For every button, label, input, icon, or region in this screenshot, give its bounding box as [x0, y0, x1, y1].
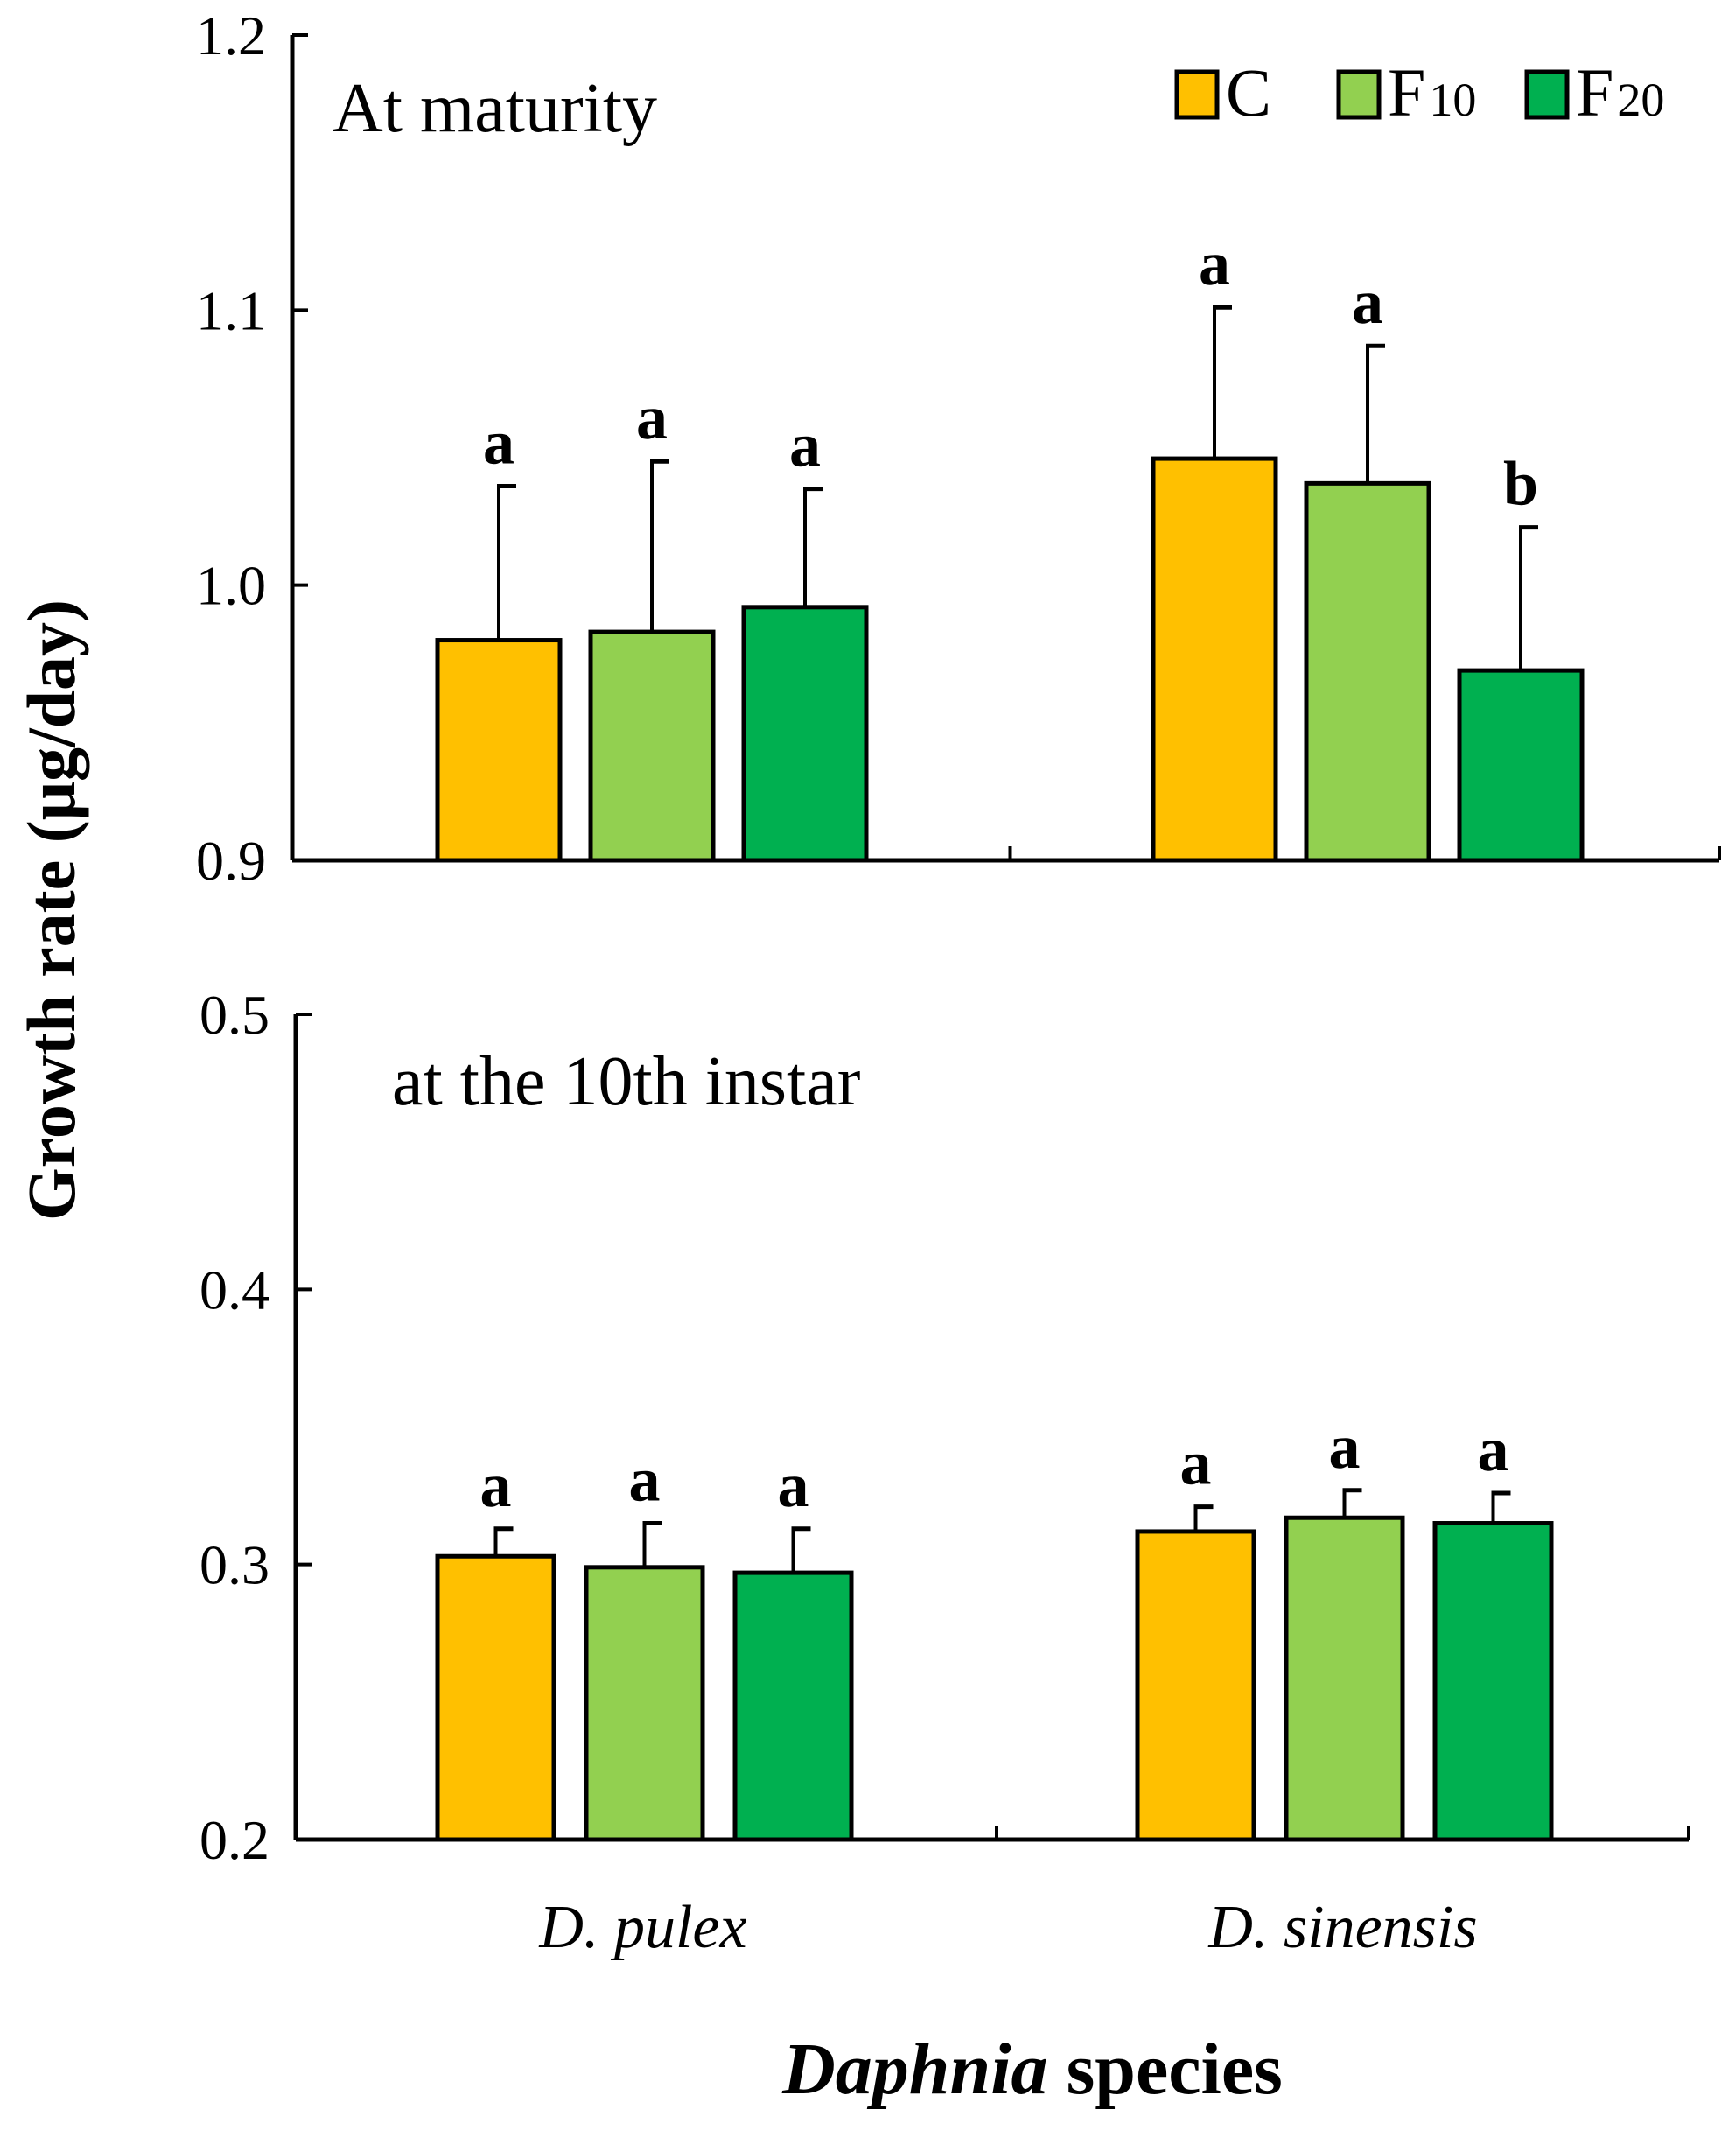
significance-letter: a	[778, 1450, 809, 1520]
significance-letter: b	[1503, 449, 1538, 519]
significance-letter: a	[1199, 228, 1230, 298]
y-tick-label: 0.5	[200, 984, 270, 1046]
y-tick-label: 0.9	[196, 830, 266, 892]
y-axis-title: Growth rate (μg/day)	[13, 599, 89, 1221]
panel-title-instar: at the 10th instar	[392, 1043, 860, 1120]
bar-c	[435, 638, 563, 863]
x-axis-title-italic: Daphnia	[781, 2029, 1047, 2110]
bar-f20	[1457, 668, 1585, 863]
legend-label-f20: F20	[1576, 54, 1664, 130]
significance-letter: a	[789, 410, 821, 480]
x-axis-title-rest: species	[1048, 2029, 1283, 2110]
legend-swatch-f20	[1524, 69, 1570, 120]
significance-letter: a	[1180, 1428, 1212, 1498]
y-tick-label: 0.2	[200, 1809, 270, 1871]
legend-label-c: C	[1226, 54, 1271, 130]
legend: C F10 F20	[1174, 54, 1664, 130]
legend-label-f10: F10	[1388, 54, 1476, 130]
bar-f20	[732, 1570, 854, 1842]
bar-f10	[1304, 480, 1432, 863]
bar-c	[435, 1553, 556, 1842]
y-tick-label: 1.2	[196, 4, 266, 67]
bar-c	[1135, 1529, 1256, 1842]
legend-swatch-c	[1174, 69, 1220, 120]
y-tick-label: 0.3	[200, 1534, 270, 1596]
bar-f20	[1432, 1521, 1554, 1842]
significance-letter: a	[1352, 267, 1383, 337]
significance-letter: a	[480, 1450, 512, 1520]
bar-f20	[741, 605, 869, 863]
panel-at-maturity: At maturity 0.9 1.0 1.1 1.2 a a a a a b	[196, 4, 1721, 892]
category-label: D. pulex	[538, 1894, 746, 1961]
x-axis-title: Daphnia species	[781, 2029, 1283, 2110]
significance-letter: a	[483, 408, 514, 478]
bar-c	[1151, 456, 1278, 863]
bar-f10	[588, 629, 716, 863]
significance-letter: a	[629, 1445, 661, 1515]
panel-title-maturity: At maturity	[332, 70, 657, 147]
panel-10th-instar: at the 10th instar 0.2 0.3 0.4 0.5 a a a a a a D. …	[200, 984, 1690, 1961]
bar-f10	[584, 1565, 705, 1842]
significance-letter: a	[636, 382, 668, 452]
y-tick-label: 1.1	[196, 279, 266, 341]
y-tick-label: 1.0	[196, 555, 266, 617]
significance-letter: a	[1329, 1412, 1361, 1482]
legend-swatch-f10	[1336, 69, 1382, 120]
category-label: D. sinensis	[1208, 1894, 1477, 1961]
bar-f10	[1284, 1515, 1405, 1842]
significance-letter: a	[1478, 1414, 1509, 1484]
y-tick-label: 0.4	[200, 1258, 270, 1321]
